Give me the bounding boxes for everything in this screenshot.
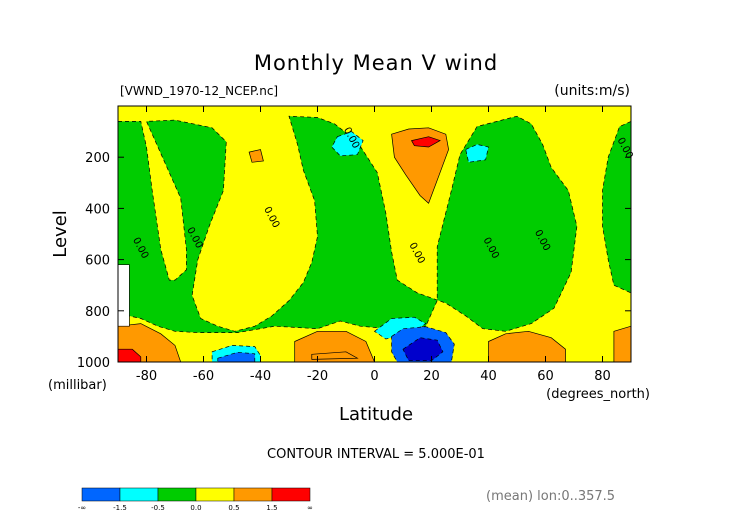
y-tick-label: 400: [85, 202, 110, 217]
legend-swatch: [271, 487, 311, 502]
units-label: (units:m/s): [554, 83, 630, 99]
dataset-label: [VWND_1970-12_NCEP.nc]: [120, 84, 278, 98]
y-axis-units: (millibar): [48, 378, 107, 393]
contour-region: [391, 127, 449, 204]
x-axis: -80 -60 -40 -20 0 20 40 60 80: [136, 106, 611, 384]
x-axis-title: Latitude: [339, 404, 413, 425]
contour-region: [217, 351, 256, 363]
contour-region: [410, 136, 441, 148]
x-tick-label: 60: [537, 369, 554, 384]
x-tick-label: 0: [370, 369, 378, 384]
legend-swatch: [157, 487, 197, 502]
legend-swatch: [195, 487, 235, 502]
legend-label: 0.5: [228, 504, 239, 512]
x-tick-label: -20: [307, 369, 328, 384]
y-axis: 200 400 600 800 1000: [77, 151, 631, 371]
x-tick-label: 40: [480, 369, 497, 384]
chart-title: Monthly Mean V wind: [254, 51, 498, 75]
contour-fills: [117, 106, 632, 363]
contour-region: [117, 115, 578, 333]
contour-region: [117, 264, 130, 327]
legend-label: -0.5: [151, 504, 165, 512]
x-tick-label: 20: [423, 369, 440, 384]
color-legend: -∞ -1.5 -0.5 0.0 0.5 1.5 ∞: [78, 487, 313, 512]
contour-region: [613, 325, 632, 363]
y-axis-title: Level: [50, 210, 71, 258]
legend-swatch: [81, 487, 121, 502]
legend-label: ∞: [307, 504, 313, 512]
legend-label: 1.5: [266, 504, 277, 512]
contour-region: [402, 337, 444, 362]
contour-region: [331, 131, 364, 157]
x-tick-label: -80: [136, 369, 157, 384]
contour-region: [373, 316, 427, 340]
footer-note: (mean) lon:0..357.5: [486, 489, 615, 504]
contour-region: [602, 120, 632, 294]
contour-region: [311, 351, 359, 360]
contour-region: [465, 144, 489, 163]
legend-label: -1.5: [113, 504, 127, 512]
legend-swatch: [233, 487, 273, 502]
y-tick-label: 800: [85, 305, 110, 320]
contour-interval-text: CONTOUR INTERVAL = 5.000E-01: [267, 447, 485, 462]
y-tick-label: 200: [85, 151, 110, 166]
y-tick-label: 600: [85, 254, 110, 269]
legend-swatch: [119, 487, 159, 502]
plot-area: 0.00 0.000.000.000.00 0.00 0.000.00 -80 -60-…: [77, 105, 635, 384]
y-tick-label: 1000: [77, 356, 110, 371]
legend-label: 0.0: [190, 504, 201, 512]
legend-label: -∞: [78, 504, 86, 512]
x-tick-label: -60: [193, 369, 214, 384]
contour-region: [248, 149, 264, 163]
x-axis-units: (degrees_north): [546, 387, 650, 402]
x-tick-label: -40: [250, 369, 271, 384]
x-tick-label: 80: [594, 369, 611, 384]
